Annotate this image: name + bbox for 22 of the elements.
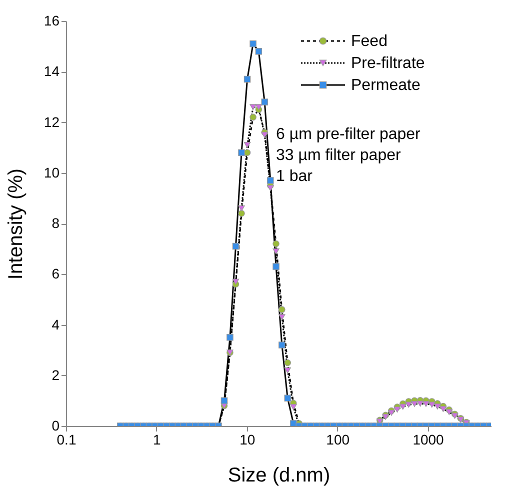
y-tick-label: 8 xyxy=(52,215,60,231)
x-tick-label: 100 xyxy=(326,432,350,448)
y-axis-title: Intensity (%) xyxy=(4,168,27,280)
x-tick-label: 1 xyxy=(153,432,162,448)
legend-label: Permeate xyxy=(351,77,420,94)
y-tick-label: 0 xyxy=(52,418,60,434)
y-tick-label: 14 xyxy=(44,63,60,80)
y-tick-label: 6 xyxy=(52,266,60,282)
x-tick-label: 1000 xyxy=(412,432,444,448)
annotation: 6 µm pre-filter paper xyxy=(276,126,422,143)
x-axis-title: Size (d.nm) xyxy=(228,464,330,486)
annotation: 33 µm filter paper xyxy=(276,147,402,164)
y-tick-label: 12 xyxy=(44,114,60,130)
y-tick-label: 10 xyxy=(44,164,60,180)
legend-label: Feed xyxy=(351,33,388,50)
y-tick-label: 4 xyxy=(52,316,60,332)
annotation: 1 bar xyxy=(276,168,314,185)
legend-label: Pre-filtrate xyxy=(351,55,425,72)
x-tick-label: 10 xyxy=(240,432,256,448)
y-tick-label: 16 xyxy=(44,12,60,28)
y-tick-label: 2 xyxy=(52,366,60,383)
x-tick-label: 0.1 xyxy=(56,432,76,448)
